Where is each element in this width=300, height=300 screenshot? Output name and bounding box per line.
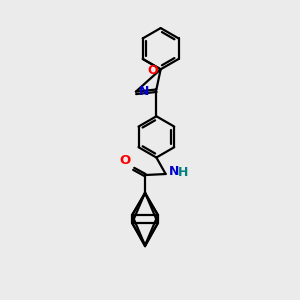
Text: N: N xyxy=(169,165,179,178)
Text: O: O xyxy=(120,154,131,167)
Text: O: O xyxy=(147,64,158,77)
Text: H: H xyxy=(177,166,188,179)
Text: N: N xyxy=(139,85,149,98)
